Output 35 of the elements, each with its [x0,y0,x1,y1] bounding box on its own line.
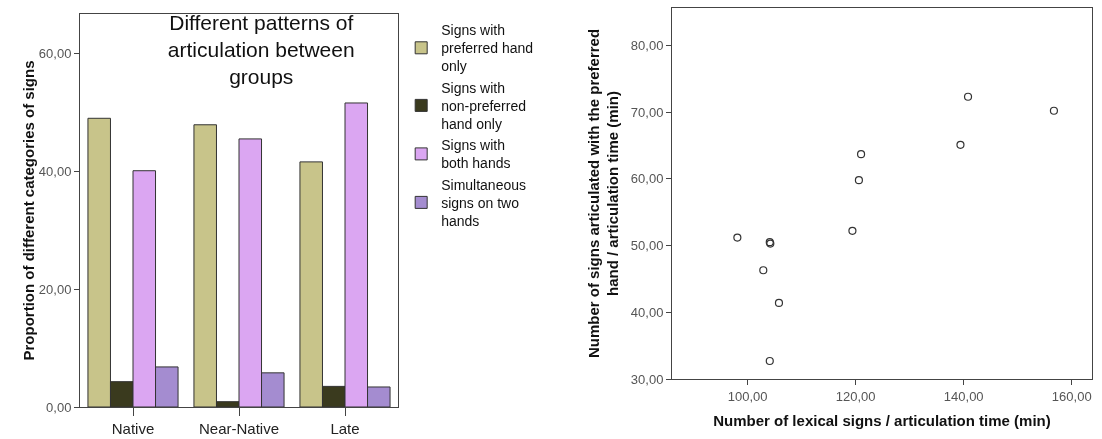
text: Different patterns of articulation between groups [167,10,355,89]
point [765,356,774,366]
y-tick-label: 60,00 [38,46,72,62]
point [733,233,742,242]
x-tick-label: Native [111,420,155,437]
legend-label: Simultaneous signs on two hands [441,176,527,230]
point [956,140,965,149]
point [963,92,973,101]
x-tick-label: 120,00 [835,388,876,404]
y-tick-label: 40,00 [630,304,664,320]
y-axis-title: Number of signs articulated with the preferred hand / articulation time (min) [584,28,622,359]
y-tick-label: 50,00 [630,238,664,254]
point [848,226,857,235]
x-tick-label: 100,00 [727,388,768,404]
x-tick-label: 160,00 [1051,388,1092,404]
legend-label: Signs with preferred hand only [441,22,534,75]
point [759,266,768,275]
y-tick-label: 40,00 [38,163,72,179]
point [774,298,784,308]
y-tick-label: 80,00 [630,37,664,53]
y-tick-label: 20,00 [38,281,72,297]
x-axis-title: Number of lexical signs / articulation time (min) [713,411,1051,429]
y-tick-label: 60,00 [630,171,664,187]
y-tick-label: 0,00 [46,399,72,415]
point [1049,106,1059,115]
x-tick-label: 140,00 [943,388,984,404]
legend-label: Signs with non-preferred hand only [441,79,527,133]
y-axis-title: Proportion of different categories of signs [19,60,37,361]
y-tick-label: 30,00 [630,371,664,387]
point [854,176,864,185]
x-tick-label: Near-Native [198,420,280,437]
y-tick-label: 70,00 [630,104,664,120]
legend-label: Signs with both hands [441,137,511,172]
x-tick-label: Late [330,420,360,437]
point [856,150,866,159]
